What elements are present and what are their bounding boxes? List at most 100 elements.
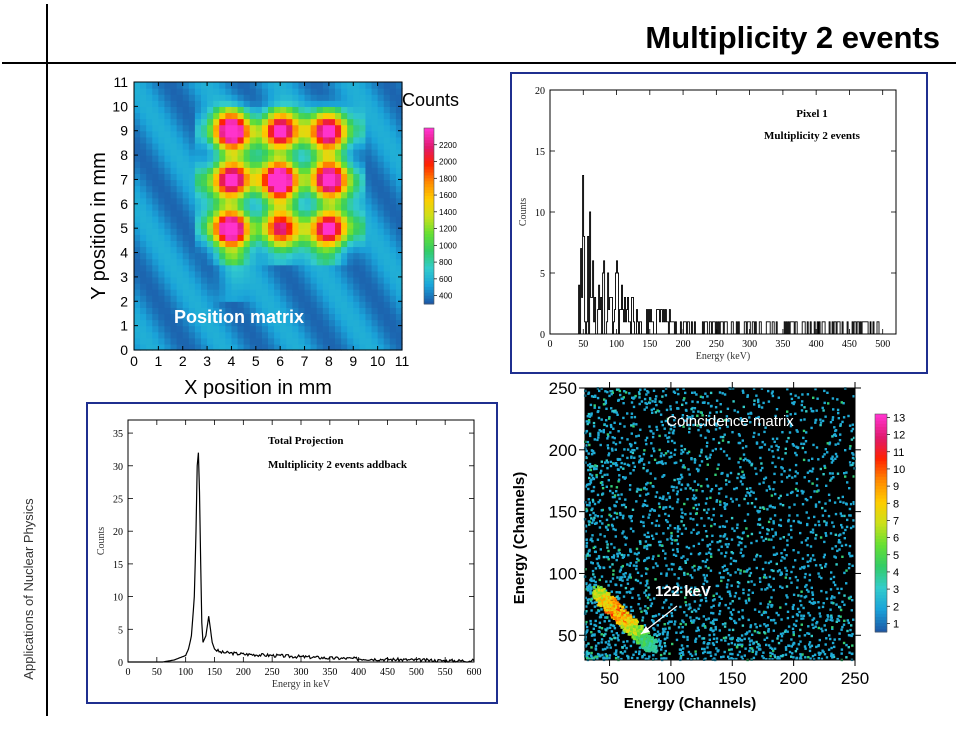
heatmap-cell: [305, 155, 312, 162]
heatmap-cell: [341, 149, 348, 156]
count-point: [773, 522, 775, 524]
heatmap-cell: [298, 210, 305, 217]
heatmap-cell: [286, 131, 293, 138]
count-point: [604, 474, 606, 476]
count-point: [835, 453, 837, 455]
count-point: [632, 509, 634, 511]
colorbar-segment: [424, 234, 434, 237]
count-point: [742, 439, 744, 441]
heatmap-cell: [177, 265, 184, 272]
count-point: [670, 456, 672, 458]
count-point: [781, 431, 783, 433]
count-point: [643, 525, 645, 527]
count-point: [752, 649, 754, 651]
heatmap-cell: [219, 338, 226, 345]
count-point: [681, 533, 683, 535]
count-point: [698, 629, 700, 631]
heatmap-cell: [280, 222, 287, 229]
heatmap-cell: [317, 265, 324, 272]
heatmap-cell: [384, 119, 391, 126]
heatmap-cell: [238, 198, 245, 205]
count-point: [681, 484, 683, 486]
count-point: [803, 459, 805, 461]
heatmap-cell: [359, 301, 366, 308]
heatmap-cell: [140, 216, 147, 223]
count-point: [759, 457, 761, 459]
count-point: [684, 392, 686, 394]
heatmap-cell: [183, 283, 190, 290]
heatmap-cell: [365, 265, 372, 272]
count-point: [769, 655, 771, 657]
count-point: [769, 652, 771, 654]
count-point: [594, 404, 596, 406]
count-point: [643, 463, 645, 465]
heatmap-cell: [390, 240, 397, 247]
heatmap-cell: [384, 222, 391, 229]
count-point: [851, 653, 853, 655]
count-point: [616, 553, 618, 555]
count-point: [814, 524, 816, 526]
count-point: [839, 533, 841, 535]
count-point: [810, 531, 812, 533]
count-point: [680, 520, 682, 522]
count-point: [599, 626, 601, 628]
heatmap-cell: [250, 253, 257, 260]
heatmap-cell: [268, 271, 275, 278]
count-point: [762, 540, 764, 542]
count-point: [658, 515, 660, 517]
heatmap-cell: [365, 137, 372, 144]
heatmap-cell: [359, 289, 366, 296]
count-point: [845, 656, 847, 658]
heatmap-cell: [262, 192, 269, 199]
count-point: [762, 568, 764, 570]
count-point: [707, 485, 709, 487]
count-point: [740, 552, 742, 554]
count-point: [608, 507, 610, 509]
count-point: [802, 447, 804, 449]
count-point: [701, 449, 703, 451]
heatmap-cell: [329, 253, 336, 260]
count-point: [619, 570, 621, 572]
heatmap-cell: [231, 210, 238, 217]
count-point: [585, 545, 587, 547]
heatmap-cell: [359, 332, 366, 339]
count-point: [662, 390, 664, 392]
heatmap-cell: [365, 253, 372, 260]
count-point: [624, 650, 626, 652]
count-point: [831, 521, 833, 523]
count-point: [793, 403, 795, 405]
heatmap-cell: [183, 131, 190, 138]
heatmap-cell: [189, 253, 196, 260]
count-point: [795, 576, 797, 578]
count-point: [780, 495, 782, 497]
count-point: [718, 613, 720, 615]
heatmap-cell: [183, 88, 190, 95]
count-point: [693, 545, 695, 547]
count-point: [813, 617, 815, 619]
heatmap-cell: [195, 216, 202, 223]
count-point: [595, 645, 597, 647]
count-point: [655, 562, 657, 564]
heatmap-cell: [183, 240, 190, 247]
heatmap-cell: [311, 198, 318, 205]
count-point: [843, 515, 845, 517]
count-point: [675, 632, 677, 634]
count-point: [832, 476, 834, 478]
heatmap-cell: [286, 88, 293, 95]
count-point: [673, 573, 675, 575]
count-point: [675, 486, 677, 488]
heatmap-cell: [347, 259, 354, 266]
heatmap-cell: [231, 82, 238, 89]
count-point: [799, 600, 801, 602]
count-point: [607, 444, 609, 446]
heatmap-cell: [146, 143, 153, 150]
count-point: [784, 631, 786, 633]
heatmap-cell: [329, 277, 336, 284]
heatmap-cell: [134, 259, 141, 266]
heatmap-cell: [201, 210, 208, 217]
heatmap-cell: [146, 313, 153, 320]
count-point: [751, 533, 753, 535]
heatmap-cell: [152, 149, 159, 156]
heatmap-cell: [317, 204, 324, 211]
heatmap-cell: [280, 259, 287, 266]
